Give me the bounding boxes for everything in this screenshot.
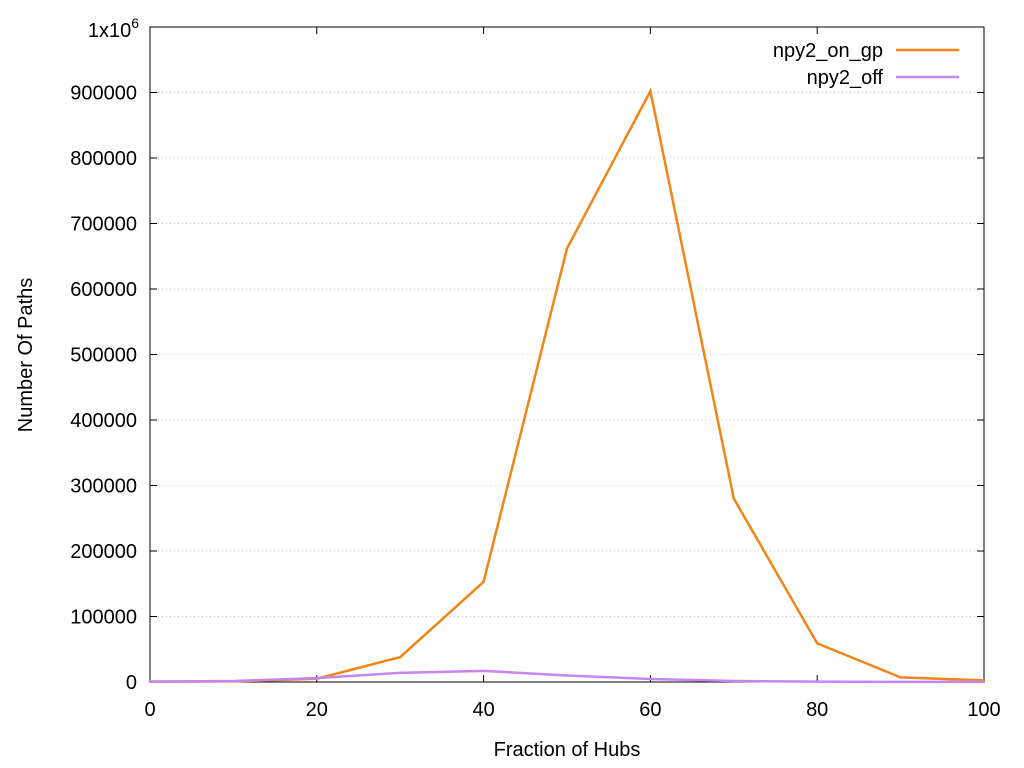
x-tick-label: 20 — [306, 699, 328, 721]
y-tick-label: 800000 — [70, 148, 137, 170]
y-axis-label: Number Of Paths — [15, 278, 37, 433]
data-point-npy2_off — [399, 671, 402, 675]
data-point-npy2_off — [816, 680, 819, 683]
x-tick-label: 40 — [472, 699, 494, 721]
x-tick-label: 100 — [967, 699, 1000, 721]
y-tick-label: 100000 — [70, 607, 137, 629]
y-tick-label: 400000 — [70, 410, 137, 432]
data-point-npy2_off — [899, 680, 902, 684]
data-point-npy2_off — [148, 680, 152, 683]
legend: npy2_on_gp npy2_off — [773, 40, 959, 89]
data-point-npy2_off — [649, 677, 652, 681]
data-point-npy2_off — [482, 669, 485, 673]
y-tick-label: 300000 — [70, 476, 137, 498]
y-tick-label: 600000 — [70, 279, 137, 301]
data-point-npy2_on_gp — [899, 676, 902, 679]
y-tick-label: 700000 — [70, 214, 137, 236]
legend-label: npy2_on_gp — [773, 40, 883, 62]
y-tick-label: 200000 — [70, 541, 137, 563]
x-tick-labels: 0 20 40 60 80 100 — [144, 699, 1000, 721]
x-tick-label: 60 — [639, 699, 661, 721]
y-tick-label: 0 — [126, 672, 137, 694]
data-point-npy2_on_gp — [399, 655, 402, 659]
data-point-npy2_off — [232, 679, 235, 683]
data-point-npy2_off — [565, 674, 569, 677]
data-point-npy2_off — [982, 680, 986, 684]
x-tick-label: 0 — [144, 699, 155, 721]
y-top-tick-label: 1x106 — [88, 15, 139, 42]
y-tick-label: 900000 — [70, 83, 137, 105]
y-tick-label: 500000 — [70, 345, 137, 367]
data-point-npy2_on_gp — [482, 580, 485, 583]
series-lines — [148, 87, 986, 684]
data-point-npy2_off — [315, 676, 318, 680]
legend-label: npy2_off — [807, 67, 884, 89]
grid-lines — [150, 92, 984, 617]
data-point-npy2_on_gp — [816, 642, 819, 645]
y-tick-labels: 0 100000 200000 300000 400000 500000 600000 700… — [70, 83, 137, 695]
data-point-npy2_on_gp — [732, 497, 735, 500]
data-point-npy2_off — [732, 679, 735, 683]
x-tick-label: 80 — [806, 699, 828, 721]
data-point-npy2_on_gp — [649, 89, 652, 93]
x-axis-label: Fraction of Hubs — [494, 739, 641, 761]
data-point-npy2_on_gp — [565, 247, 569, 250]
series-line-npy2_on_gp — [149, 87, 985, 683]
